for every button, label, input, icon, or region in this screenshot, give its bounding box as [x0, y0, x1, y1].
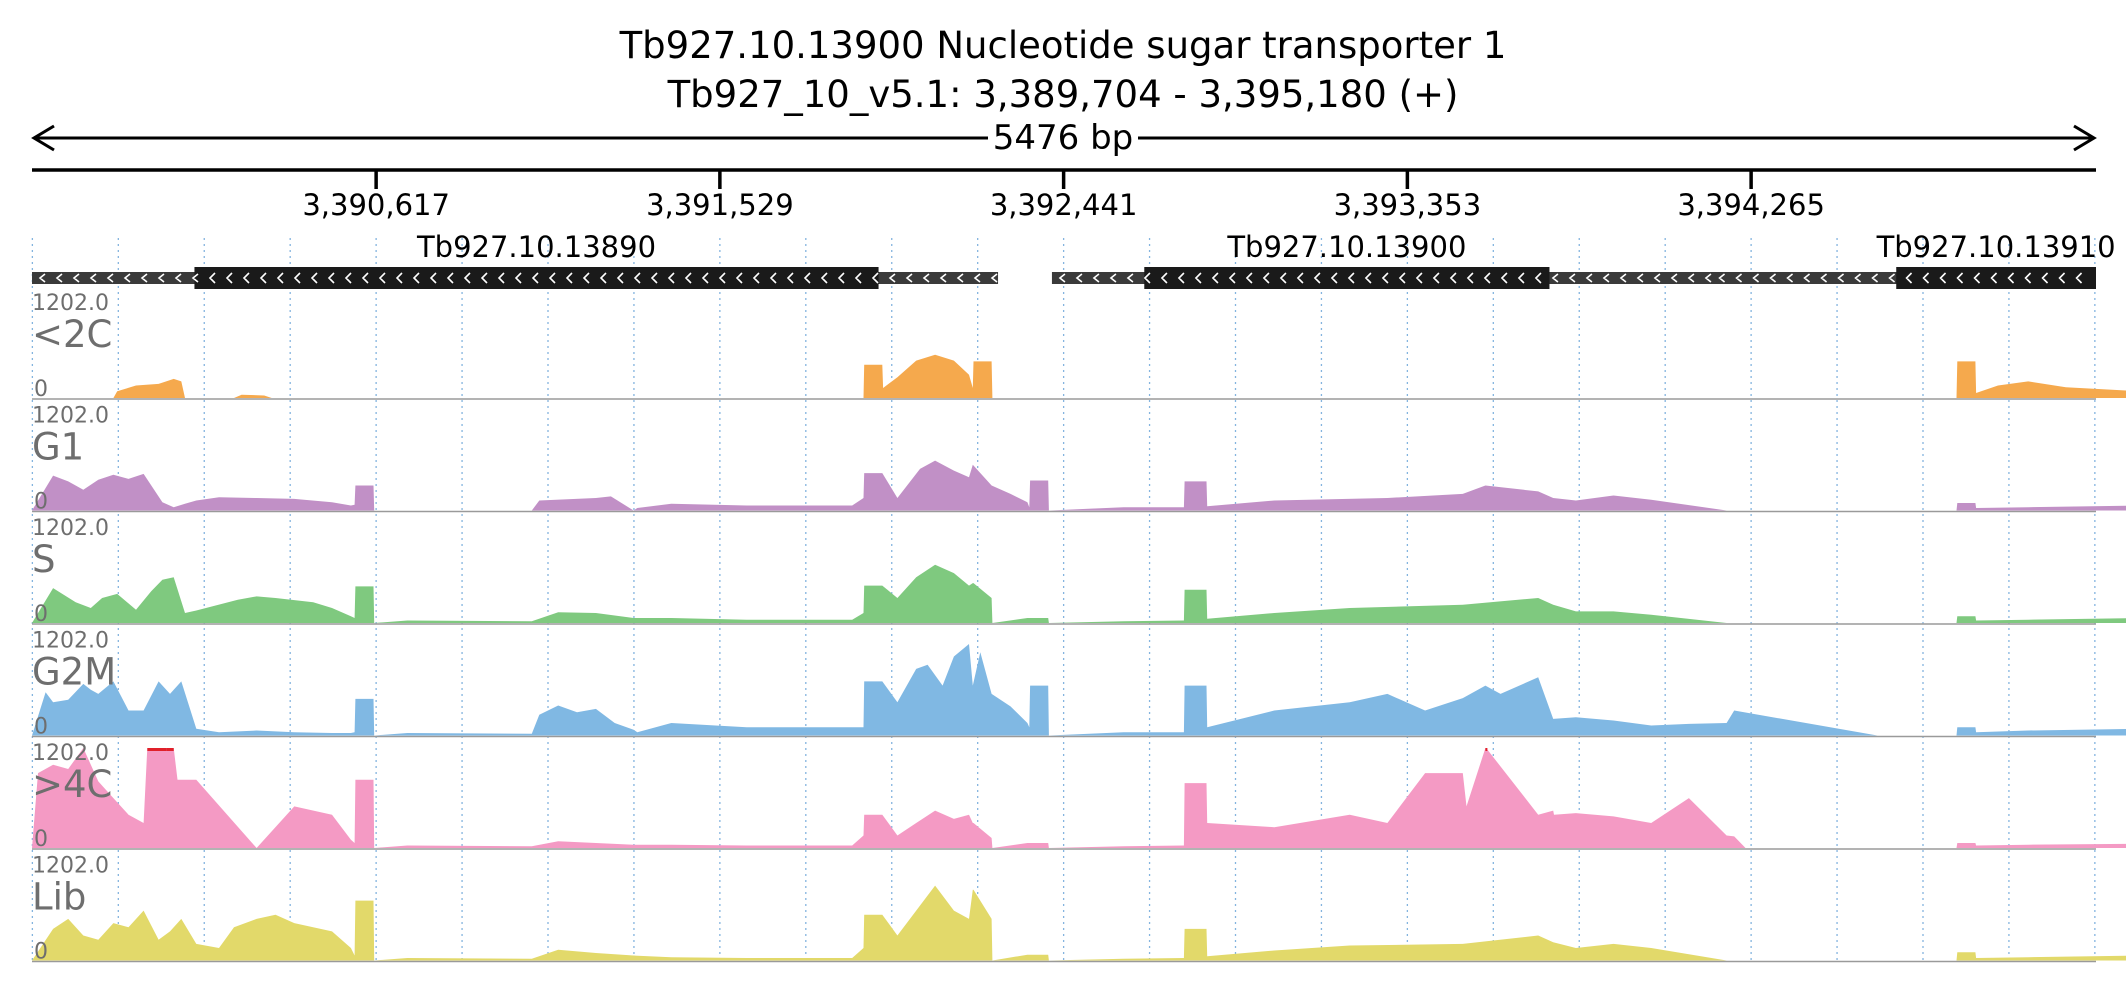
tick-label: 3,391,529 — [646, 188, 794, 222]
track-name: Lib — [32, 876, 86, 919]
coverage-tracks: 1202.00<2C1202.00G11202.00S1202.00G2M120… — [32, 291, 2126, 965]
tick-label: 3,393,353 — [1334, 188, 1482, 222]
track-ymax-label: 1202.0 — [32, 516, 109, 541]
gene-label: Tb927.10.13910 — [1876, 230, 2116, 264]
track-ymin-label: 0 — [34, 827, 48, 852]
track-ymax-label: 1202.0 — [32, 404, 109, 429]
span-arrow-head-left — [31, 124, 55, 152]
track-ymin-label: 0 — [34, 715, 48, 740]
tick-label: 3,392,441 — [990, 188, 1138, 222]
span-arrow — [31, 124, 2097, 152]
gridlines — [31, 238, 2096, 963]
gene-cds — [1144, 267, 1550, 289]
track-name: G1 — [32, 426, 84, 469]
track-name: G2M — [32, 651, 116, 694]
coordinate-ruler: 3,390,617 3,391,529 3,392,441 3,393,353 3,39… — [32, 168, 2096, 222]
track-ymax-label: 1202.0 — [32, 741, 109, 766]
span-arrow-head-right — [2073, 124, 2097, 152]
tick-label: 3,390,617 — [302, 188, 450, 222]
track-ymin-label: 0 — [34, 940, 48, 965]
gene-cds — [194, 267, 879, 289]
clip-marker — [166, 748, 174, 751]
track-ymax-label: 1202.0 — [32, 291, 109, 316]
track-ymin-label: 0 — [34, 490, 48, 515]
strand-chevrons — [1718, 272, 2083, 284]
span-label: 5476 bp — [993, 118, 1134, 158]
gene-annotation-track: Tb927.10.13890 Tb927.10.13900 Tb927.10.139… — [32, 230, 2116, 289]
gene-title: Tb927.10.13900 Nucleotide sugar transpor… — [619, 24, 1507, 67]
strand-chevrons — [38, 272, 998, 284]
gene-label: Tb927.10.13890 — [416, 230, 656, 264]
clip-marker — [147, 748, 167, 751]
coverage-area-2 — [32, 564, 2126, 623]
track-ymin-label: 0 — [34, 602, 48, 627]
track-ymax-label: 1202.0 — [32, 854, 109, 879]
coverage-area-5 — [32, 885, 2126, 961]
gene-cds — [1896, 267, 2096, 289]
clip-marker — [1485, 748, 1488, 751]
tick-label: 3,394,265 — [1677, 188, 1825, 222]
track-name: >4C — [32, 763, 112, 806]
locus-title: Tb927_10_v5.1: 3,389,704 - 3,395,180 (+) — [667, 73, 1459, 116]
track-name: S — [32, 538, 56, 581]
track-ymin-label: 0 — [34, 377, 48, 402]
track-name: <2C — [32, 313, 112, 356]
track-ymax-label: 1202.0 — [32, 629, 109, 654]
coverage-area-3 — [32, 644, 2126, 736]
coverage-area-4 — [32, 748, 2126, 848]
gene-label: Tb927.10.13900 — [1226, 230, 1466, 264]
coverage-area-0 — [32, 354, 2126, 398]
coverage-area-1 — [32, 460, 2126, 511]
